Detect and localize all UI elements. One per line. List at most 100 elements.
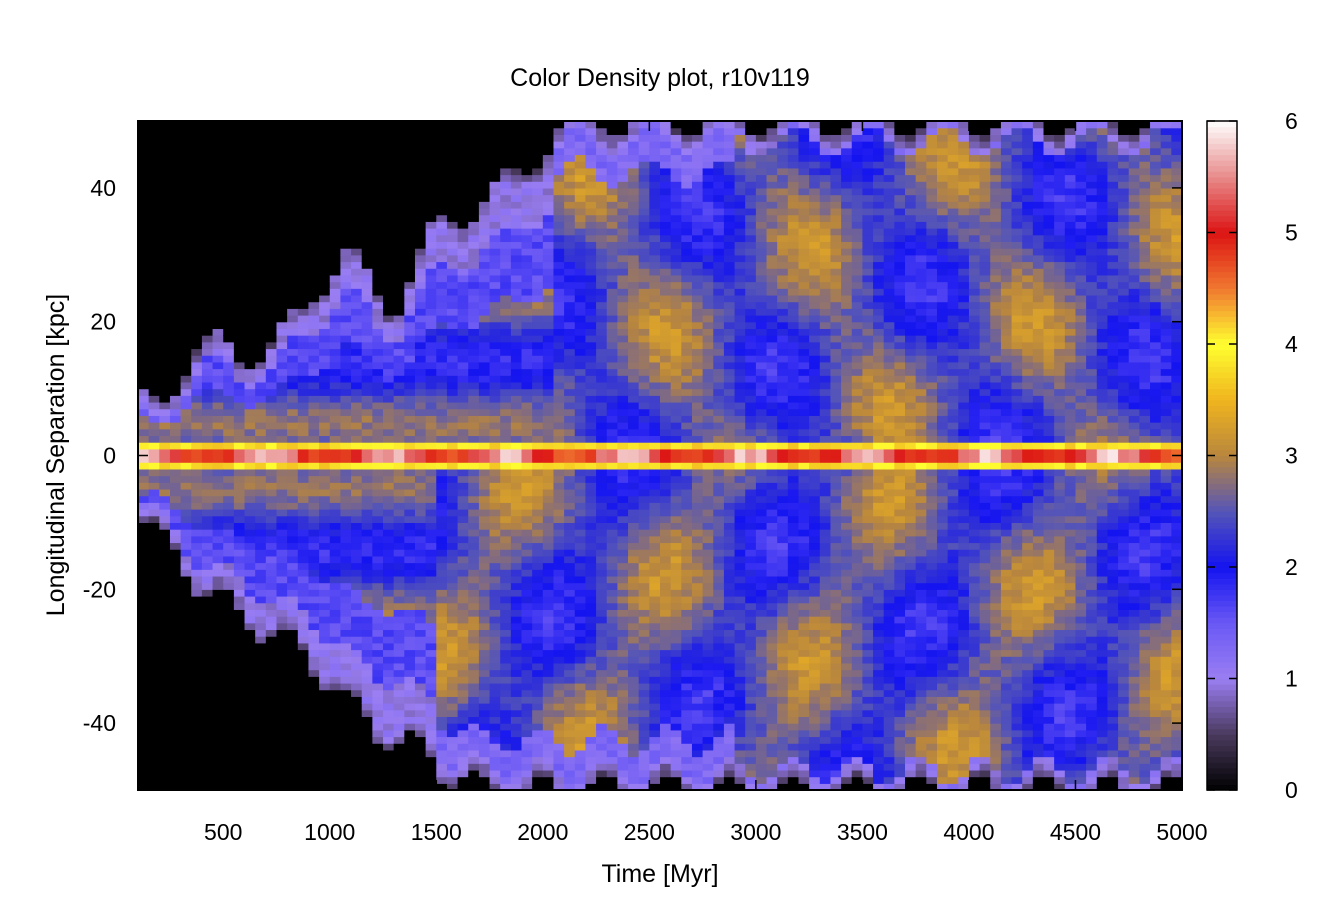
heatmap-cell — [244, 515, 256, 523]
heatmap-cell — [585, 662, 597, 671]
heatmap-cell — [500, 569, 512, 577]
heatmap-cell — [383, 308, 395, 316]
heatmap-cell — [574, 729, 587, 738]
heatmap-cell — [265, 395, 278, 403]
heatmap-cell — [425, 636, 437, 644]
heatmap-cell — [297, 408, 310, 416]
heatmap-cell — [585, 522, 597, 530]
heatmap-cell — [489, 448, 501, 457]
heatmap-cell — [617, 194, 629, 202]
heatmap-cell — [553, 268, 565, 276]
heatmap-cell — [649, 636, 661, 644]
heatmap-cell — [244, 555, 256, 564]
heatmap-cell — [244, 328, 256, 336]
heatmap-cell — [660, 167, 672, 176]
heatmap-cell — [148, 435, 160, 443]
heatmap-cell — [521, 328, 533, 336]
heatmap-cell — [414, 509, 427, 517]
heatmap-cell — [628, 254, 640, 263]
heatmap-cell — [628, 268, 640, 276]
heatmap-cell — [553, 609, 565, 617]
heatmap-cell — [500, 274, 512, 283]
heatmap-cell — [212, 134, 224, 142]
heatmap-cell — [223, 622, 235, 631]
heatmap-cell — [169, 274, 182, 283]
heatmap-cell — [244, 214, 256, 222]
heatmap-cell — [510, 328, 523, 336]
heatmap-cell — [617, 736, 629, 744]
heatmap-cell — [596, 228, 608, 236]
heatmap-cell — [255, 375, 267, 383]
heatmap-cell — [553, 468, 565, 477]
heatmap-cell — [542, 281, 555, 289]
heatmap-cell — [425, 509, 437, 517]
heatmap-cell — [138, 689, 150, 697]
heatmap-cell — [404, 154, 416, 162]
heatmap-cell — [500, 749, 512, 758]
heatmap-cell — [212, 569, 224, 577]
heatmap-cell — [329, 682, 342, 691]
heatmap-cell — [489, 335, 501, 343]
heatmap-cell — [500, 723, 512, 731]
heatmap-cell — [404, 455, 416, 463]
heatmap-cell — [297, 281, 310, 289]
heatmap-cell — [201, 375, 214, 383]
heatmap-cell — [638, 261, 650, 269]
heatmap-cell — [255, 649, 267, 657]
heatmap-cell — [500, 529, 512, 537]
heatmap-cell — [425, 428, 437, 437]
heatmap-cell — [361, 609, 373, 617]
heatmap-cell — [255, 515, 267, 523]
heatmap-cell — [414, 381, 427, 390]
heatmap-cell — [564, 676, 576, 684]
heatmap-cell — [393, 542, 405, 550]
heatmap-cell — [478, 529, 491, 537]
heatmap-cell — [638, 609, 650, 617]
heatmap-cell — [233, 595, 246, 604]
heatmap-cell — [585, 535, 597, 544]
heatmap-cell — [287, 602, 299, 610]
heatmap-cell — [308, 575, 320, 584]
heatmap-cell — [308, 254, 320, 263]
heatmap-cell — [180, 147, 192, 156]
heatmap-cell — [436, 622, 448, 631]
heatmap-cell — [468, 261, 480, 269]
heatmap-cell — [351, 736, 363, 744]
heatmap-cell — [372, 442, 384, 450]
heatmap-cell — [159, 589, 171, 597]
heatmap-cell — [351, 595, 363, 604]
heatmap-cell — [138, 776, 150, 784]
heatmap-cell — [372, 228, 384, 236]
heatmap-cell — [542, 147, 555, 156]
heatmap-cell — [478, 254, 491, 263]
heatmap-cell — [138, 294, 150, 303]
heatmap-cell — [297, 776, 310, 784]
heatmap-cell — [468, 455, 480, 463]
heatmap-cell — [244, 448, 256, 457]
heatmap-cell — [383, 207, 395, 216]
heatmap-cell — [340, 462, 352, 470]
heatmap-cell — [255, 161, 267, 169]
heatmap-cell — [649, 268, 661, 276]
heatmap-cell — [148, 154, 160, 162]
heatmap-cell — [468, 575, 480, 584]
heatmap-cell — [329, 542, 342, 550]
heatmap-cell — [638, 428, 650, 437]
heatmap-cell — [404, 141, 416, 149]
heatmap-cell — [361, 161, 373, 169]
heatmap-cell — [351, 575, 363, 584]
heatmap-cell — [233, 468, 246, 477]
heatmap-cell — [308, 629, 320, 637]
heatmap-cell — [478, 341, 491, 350]
heatmap-cell — [638, 355, 650, 363]
heatmap-cell — [180, 127, 192, 135]
heatmap-cell — [521, 562, 533, 570]
heatmap-cell — [308, 355, 320, 363]
heatmap-cell — [606, 408, 618, 416]
heatmap-cell — [383, 294, 395, 303]
heatmap-cell — [606, 442, 618, 450]
heatmap-cell — [244, 181, 256, 189]
heatmap-cell — [148, 703, 160, 711]
heatmap-cell — [308, 442, 320, 450]
heatmap-cell — [308, 408, 320, 416]
